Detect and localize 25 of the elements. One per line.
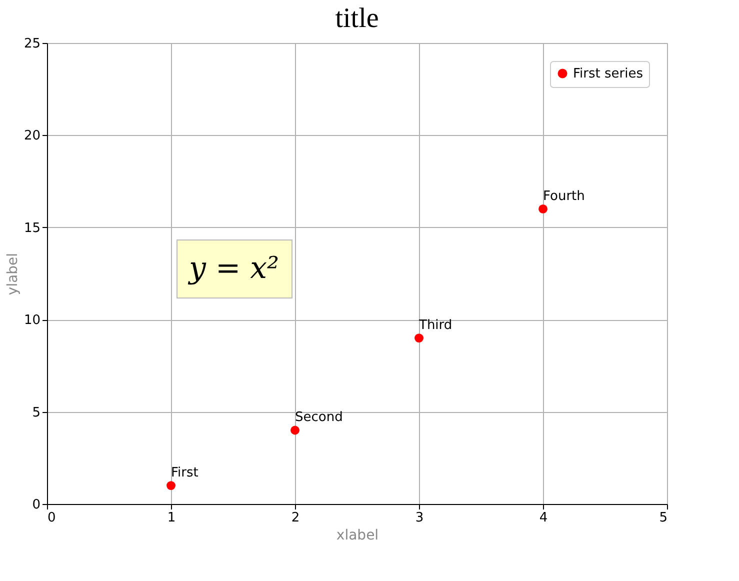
chart-title: title xyxy=(335,3,379,34)
x-tick-label: 2 xyxy=(291,510,300,526)
y-axis-title: ylabel xyxy=(4,252,21,296)
point xyxy=(166,481,176,490)
point xyxy=(290,426,300,435)
annotation: Second xyxy=(295,410,343,426)
annotation: First xyxy=(171,466,198,481)
annotation: y = x² xyxy=(186,251,280,286)
point xyxy=(414,334,424,343)
x-tick-label: 3 xyxy=(415,510,424,526)
y-tick-label: 0 xyxy=(32,498,40,512)
x-axis-title: xlabel xyxy=(336,528,379,544)
legend-label: First series xyxy=(573,66,644,82)
y-tick-label: 20 xyxy=(24,128,40,144)
annotation: Third xyxy=(418,318,452,334)
x-tick-label: 4 xyxy=(539,510,548,526)
y-tick-label: 25 xyxy=(24,36,40,52)
y-tick-label: 5 xyxy=(32,405,40,420)
y-tick-label: 10 xyxy=(24,313,40,328)
x-tick-label: 1 xyxy=(167,510,176,526)
x-tick-label: 5 xyxy=(659,510,668,526)
y-tick-label: 15 xyxy=(24,220,40,236)
x-tick-label: 0 xyxy=(48,510,56,526)
point xyxy=(538,204,548,214)
annotation: Fourth xyxy=(543,188,585,204)
